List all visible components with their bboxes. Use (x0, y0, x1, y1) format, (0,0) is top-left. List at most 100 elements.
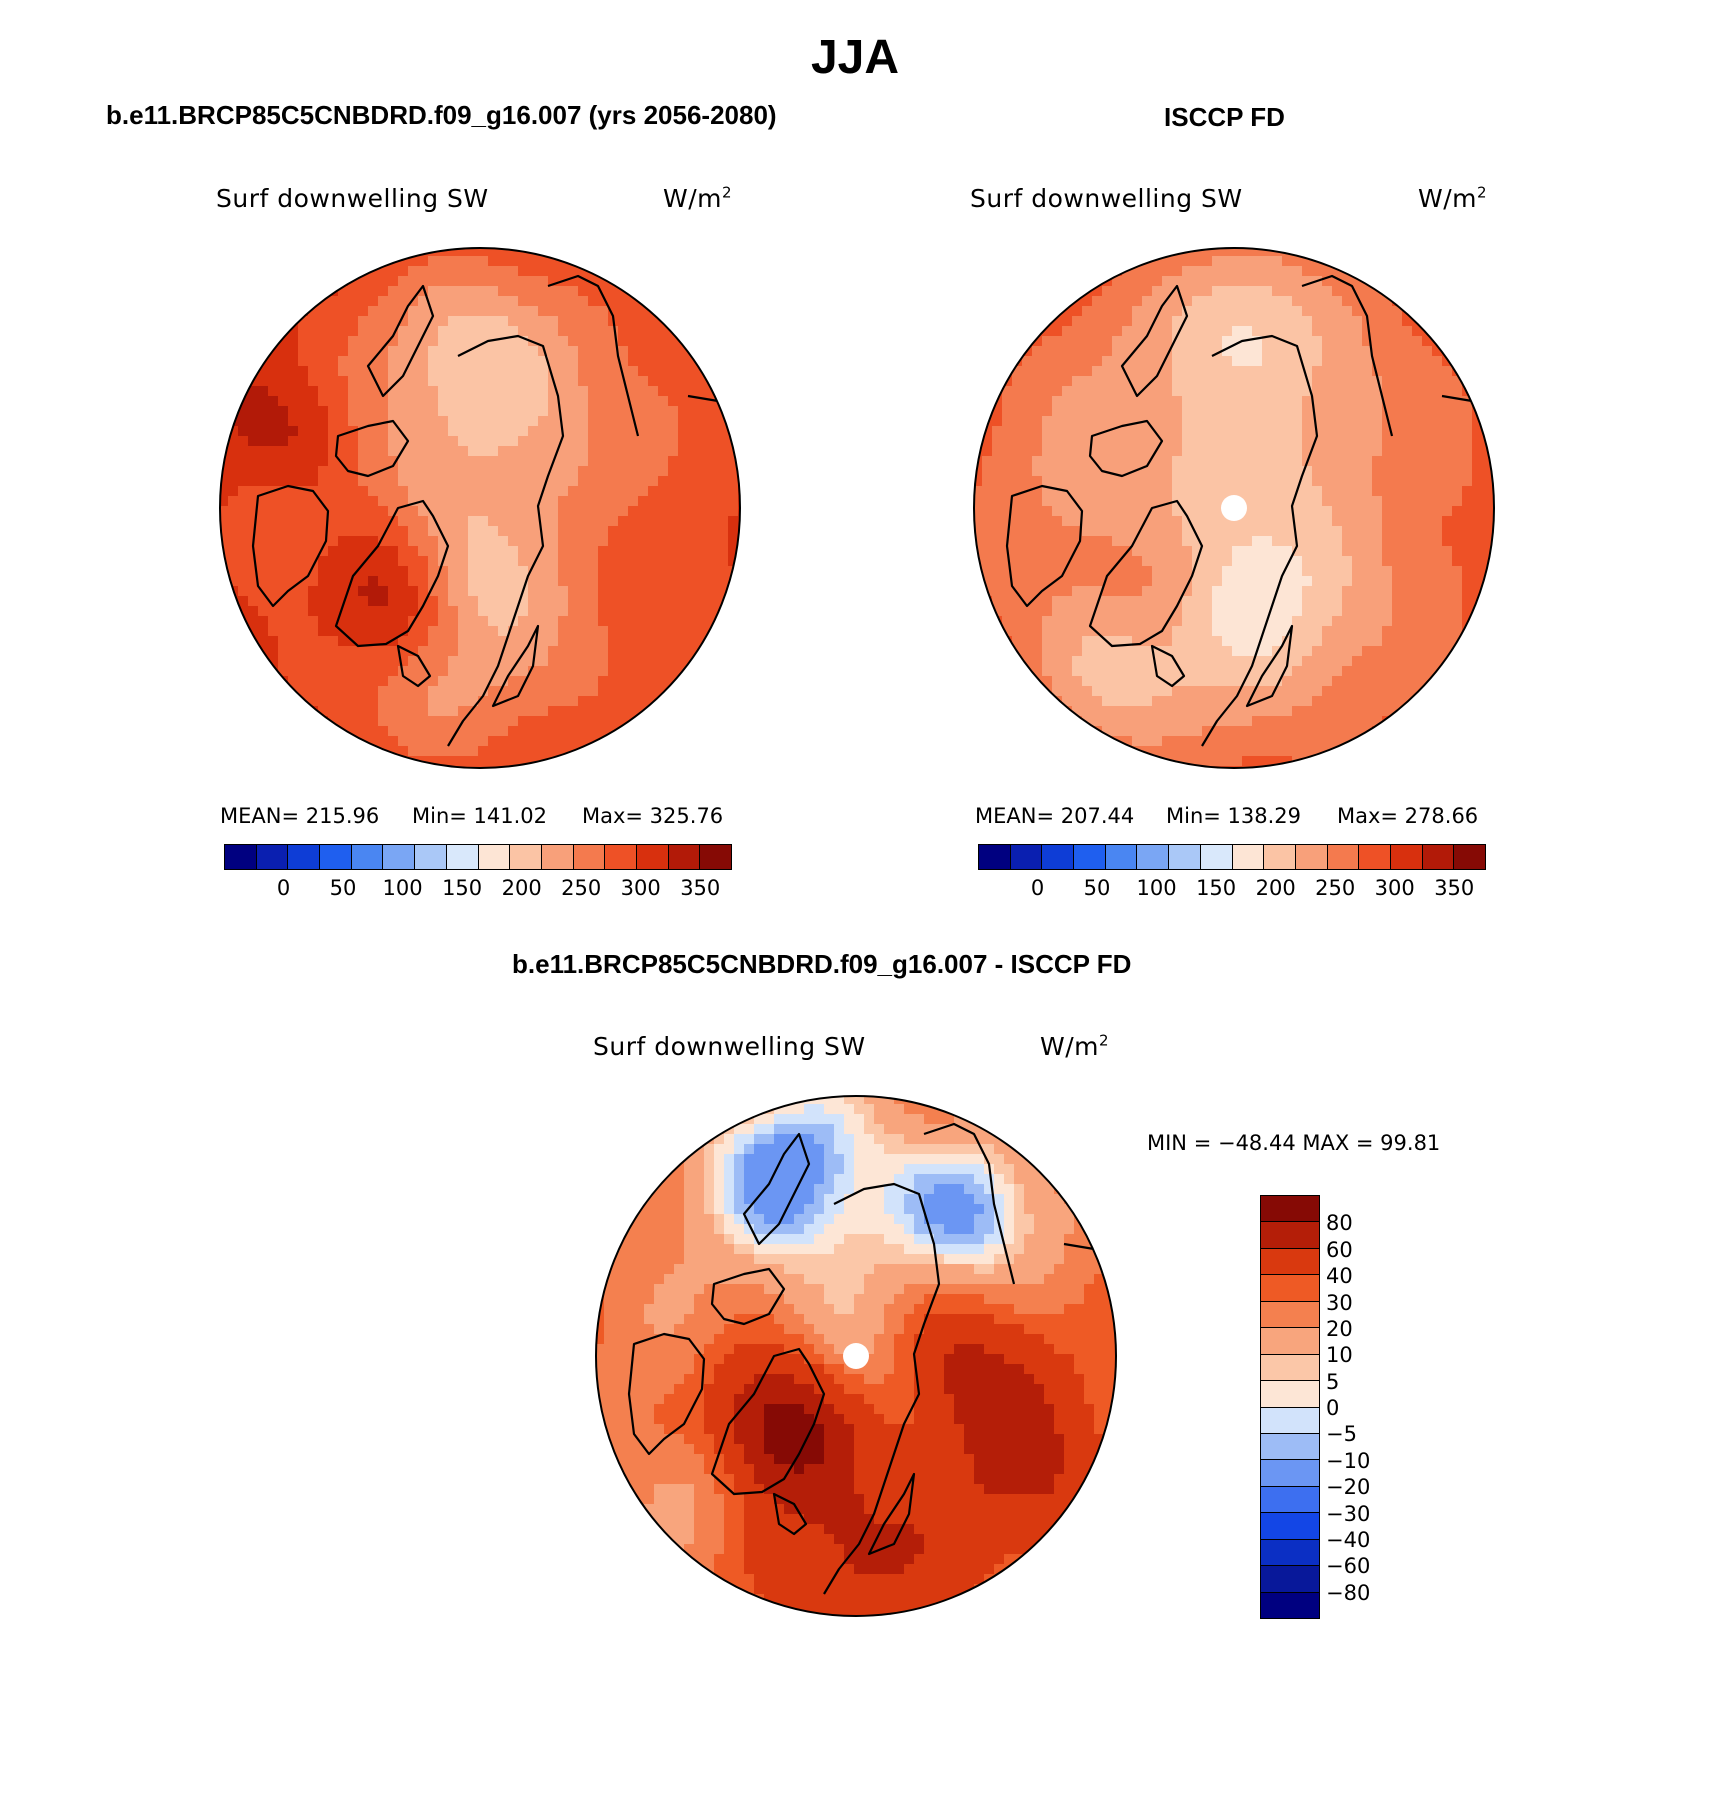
colorbar-tick-label: 250 (561, 876, 602, 900)
colorbar-tick-label: 200 (1255, 876, 1296, 900)
panel3-minmax: MIN = −48.44 MAX = 99.81 (1147, 1131, 1441, 1155)
colorbar-swatch (1261, 1248, 1319, 1276)
colorbar-swatch (351, 845, 384, 869)
panel2-polar-map (973, 247, 1495, 769)
panel2-title: ISCCP FD (1164, 102, 1285, 132)
colorbar-tick-label: −20 (1326, 1475, 1371, 1500)
panel1-variable-label: Surf downwelling SW (216, 184, 489, 213)
colorbar-swatch (668, 845, 701, 869)
colorbar-swatch (1264, 845, 1296, 869)
panel3-coastlines (627, 1122, 1105, 1595)
colorbar-swatch (1422, 845, 1455, 869)
colorbar-swatch (320, 845, 352, 869)
colorbar-swatch (541, 845, 574, 869)
colorbar-tick-label: 350 (680, 876, 721, 900)
panel1-min: Min= 141.02 (412, 804, 548, 828)
panel2-mean: MEAN= 207.44 (975, 804, 1135, 828)
panel3-pole-missing (843, 1343, 869, 1369)
panel3-variable-label: Surf downwelling SW (593, 1032, 866, 1061)
panel2-colorbar (978, 844, 1486, 870)
colorbar-swatch (1261, 1460, 1319, 1487)
colorbar-tick-label: 10 (1326, 1343, 1353, 1368)
panel1-colorbar (224, 844, 732, 870)
panel2-variable-label: Surf downwelling SW (970, 184, 1243, 213)
colorbar-swatch (1261, 1328, 1319, 1355)
colorbar-swatch (1261, 1301, 1319, 1329)
colorbar-tick-label: 300 (1374, 876, 1415, 900)
panel3-units-label: W/m2 (1040, 1031, 1110, 1061)
panel2-contour-field (974, 248, 1494, 768)
panel2-map-outline (973, 247, 1495, 769)
colorbar-tick-label: 200 (501, 876, 542, 900)
colorbar-tick-label: 5 (1326, 1369, 1340, 1394)
panel2-pole-missing (1221, 495, 1247, 521)
colorbar-swatch (1295, 845, 1328, 869)
colorbar-swatch (979, 845, 1011, 869)
colorbar-swatch (1261, 1275, 1319, 1302)
panel3-map-outline (595, 1095, 1117, 1617)
colorbar-swatch (1261, 1433, 1319, 1461)
colorbar-swatch (256, 845, 289, 869)
colorbar-swatch (1390, 845, 1423, 869)
colorbar-swatch (1261, 1381, 1319, 1408)
colorbar-swatch (1261, 1566, 1319, 1593)
panel2-units-label: W/m2 (1418, 183, 1488, 213)
colorbar-tick-label: −30 (1326, 1501, 1371, 1526)
colorbar-swatch (573, 845, 606, 869)
colorbar-swatch (1261, 1486, 1319, 1514)
colorbar-swatch (700, 845, 731, 869)
colorbar-swatch (510, 845, 542, 869)
colorbar-tick-label: 100 (1136, 876, 1177, 900)
colorbar-tick-label: 50 (1083, 876, 1111, 900)
colorbar-swatch (1261, 1513, 1319, 1540)
panel2-coastlines (1005, 274, 1483, 747)
colorbar-swatch (225, 845, 257, 869)
panel2-max: Max= 278.66 (1337, 804, 1479, 828)
colorbar-tick-label: 150 (1196, 876, 1237, 900)
colorbar-tick-label: −5 (1326, 1422, 1357, 1447)
colorbar-tick-label: −80 (1326, 1580, 1371, 1605)
panel1-coastlines (251, 274, 729, 747)
colorbar-tick-label: −10 (1326, 1448, 1371, 1473)
colorbar-tick-label: 350 (1434, 876, 1475, 900)
colorbar-tick-label: 100 (382, 876, 423, 900)
panel3-polar-map (595, 1095, 1117, 1617)
colorbar-swatch (1042, 845, 1075, 869)
colorbar-tick-label: 80 (1326, 1211, 1353, 1236)
colorbar-swatch (1074, 845, 1106, 869)
colorbar-swatch (1261, 1222, 1319, 1249)
colorbar-tick-label: 30 (1326, 1290, 1353, 1315)
colorbar-tick-label: 0 (1030, 876, 1045, 900)
colorbar-swatch (1327, 845, 1360, 869)
panel3-colorbar (1260, 1195, 1320, 1619)
colorbar-tick-label: 20 (1326, 1316, 1353, 1341)
colorbar-swatch (1137, 845, 1170, 869)
colorbar-swatch (288, 845, 321, 869)
colorbar-tick-label: 150 (442, 876, 483, 900)
colorbar-swatch (1261, 1196, 1319, 1223)
colorbar-swatch (1261, 1354, 1319, 1382)
colorbar-tick-label: 0 (1326, 1396, 1340, 1420)
colorbar-swatch (1105, 845, 1138, 869)
colorbar-swatch (1261, 1539, 1319, 1567)
colorbar-swatch (446, 845, 479, 869)
colorbar-tick-label: −40 (1326, 1527, 1371, 1552)
colorbar-swatch (1261, 1592, 1319, 1618)
colorbar-swatch (1359, 845, 1391, 869)
colorbar-tick-label: 40 (1326, 1264, 1353, 1289)
panel3-title: b.e11.BRCP85C5CNBDRD.f09_g16.007 - ISCCP… (512, 949, 1132, 979)
colorbar-tick-label: 0 (276, 876, 291, 900)
colorbar-swatch (1261, 1407, 1319, 1434)
panel1-mean: MEAN= 215.96 (220, 804, 380, 828)
panel2-min: Min= 138.29 (1166, 804, 1302, 828)
colorbar-swatch (415, 845, 447, 869)
panel1-title: b.e11.BRCP85C5CNBDRD.f09_g16.007 (yrs 20… (106, 100, 777, 130)
colorbar-tick-label: −60 (1326, 1554, 1371, 1579)
panel1-units-label: W/m2 (663, 183, 733, 213)
colorbar-tick-label: 300 (620, 876, 661, 900)
colorbar-swatch (1010, 845, 1043, 869)
colorbar-tick-label: 50 (329, 876, 357, 900)
panel1-polar-map (219, 247, 741, 769)
colorbar-swatch (605, 845, 637, 869)
colorbar-swatch (1200, 845, 1233, 869)
